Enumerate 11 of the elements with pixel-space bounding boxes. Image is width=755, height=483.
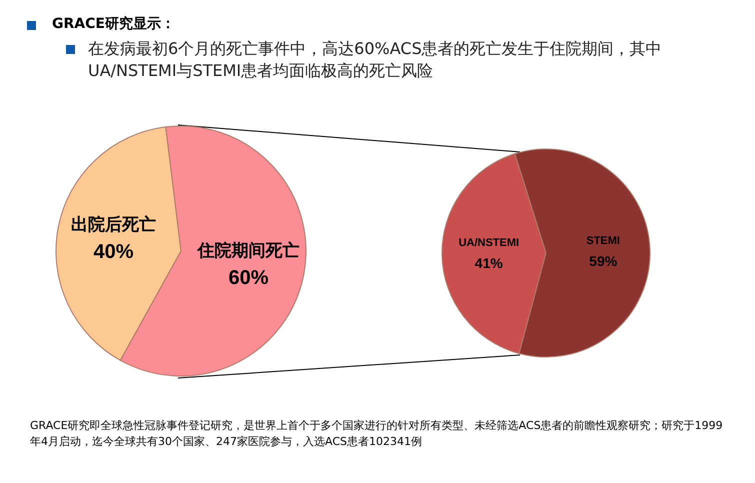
text: 在发病最初6个月的死亡事件中，高达60%ACS患者的死亡发生于住院期间，其中UA/NSTEMI与STEMI患者均面临极高的死亡风险 bbox=[88, 38, 663, 82]
slice-label: STEMI bbox=[586, 234, 620, 247]
data-label: 40% bbox=[94, 240, 134, 263]
slice-label: 出院后死亡 bbox=[71, 214, 156, 235]
slice-label: 住院期间死亡 bbox=[196, 241, 300, 262]
slice-label: UA/NSTEMI bbox=[458, 237, 520, 250]
text: GRACE研究即全球急性冠脉事件登记研究，是世界上首个于多个国家进行的针对所有类型、未经筛选ACS患者的前瞻性观察研究；研究于1999年4月启动，迄今全球共有30个国家、247家医院参与，入选ACS患者102341例 bbox=[30, 418, 724, 450]
data-label: 60% bbox=[228, 267, 269, 290]
chart-title: GRACE研究显示： bbox=[52, 15, 175, 33]
data-label: 41% bbox=[474, 255, 504, 272]
data-label: 59% bbox=[589, 252, 618, 269]
